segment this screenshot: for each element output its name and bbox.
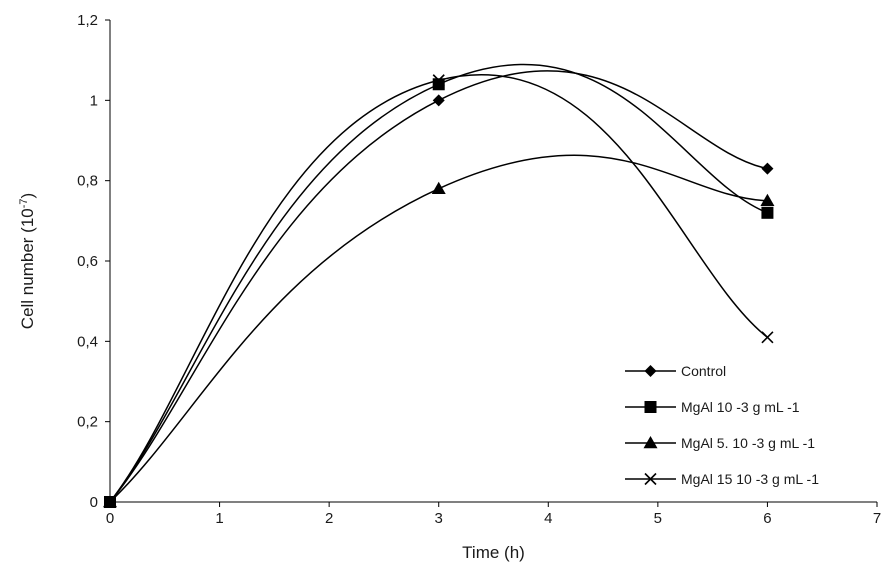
data-point-square-2 [432,78,445,91]
x-tick-label: 3 [435,510,443,527]
data-point-triangle-3 [760,193,775,206]
series-lines [109,63,768,503]
axes: 0 0,2 0,4 0,6 0,8 1 1,2 0 1 2 3 4 5 6 7 [77,12,881,527]
series-line-3 [109,154,768,503]
x-tick-label: 6 [763,510,771,527]
y-tick-label: 1,2 [77,12,98,29]
legend-marker-triangle [643,436,658,449]
series-line-2 [109,63,768,503]
x-tick-label: 5 [654,510,662,527]
y-tick-label: 1 [90,92,98,109]
data-point-diamond-2 [432,94,445,107]
data-point-cross-2 [432,74,445,87]
data-point-square-3 [761,206,774,219]
legend-label: MgAl 10 -3 g mL -1 [681,399,800,415]
data-point-diamond-3 [761,162,774,175]
legend-marker-diamond [644,365,657,377]
x-tick-label: 0 [106,510,114,527]
y-tick-label: 0,8 [77,173,98,190]
legend-entry: MgAl 15 10 -3 g mL -1 [625,471,819,487]
series-line-4 [109,74,768,503]
series-markers [103,74,775,509]
x-axis-title: Time (h) [462,543,525,562]
data-point-cross-1 [103,495,117,509]
x-tick-label: 7 [873,510,881,527]
legend-marker-cross [644,472,657,486]
legend-label: MgAl 5. 10 -3 g mL -1 [681,435,815,451]
y-axis-title-main: Cell number (10 [18,208,37,329]
legend-entry: MgAl 10 -3 g mL -1 [625,399,800,415]
x-tick-label: 4 [544,510,552,527]
x-tick-label: 2 [325,510,333,527]
legend-entry: Control [625,363,726,379]
y-tick-label: 0,2 [77,414,98,431]
legend-label: Control [681,363,726,379]
y-axis-title: Cell number (10-7) [18,193,37,329]
data-point-cross-3 [761,331,774,344]
series-line-1 [109,70,768,503]
legend-marker-square [644,401,657,413]
y-tick-label: 0 [90,494,98,511]
x-tick-label: 1 [215,510,223,527]
legend: Control MgAl 10 -3 g mL -1 MgAl 5. 10 -3 g… [625,363,819,487]
y-axis-title-exponent: -7 [18,198,30,208]
y-tick-label: 0,6 [77,253,98,270]
legend-entry: MgAl 5. 10 -3 g mL -1 [625,435,815,451]
y-tick-label: 0,4 [77,333,98,350]
data-point-triangle-2 [431,181,446,194]
legend-label: MgAl 15 10 -3 g mL -1 [681,471,819,487]
y-axis-title-suffix: ) [18,193,37,199]
